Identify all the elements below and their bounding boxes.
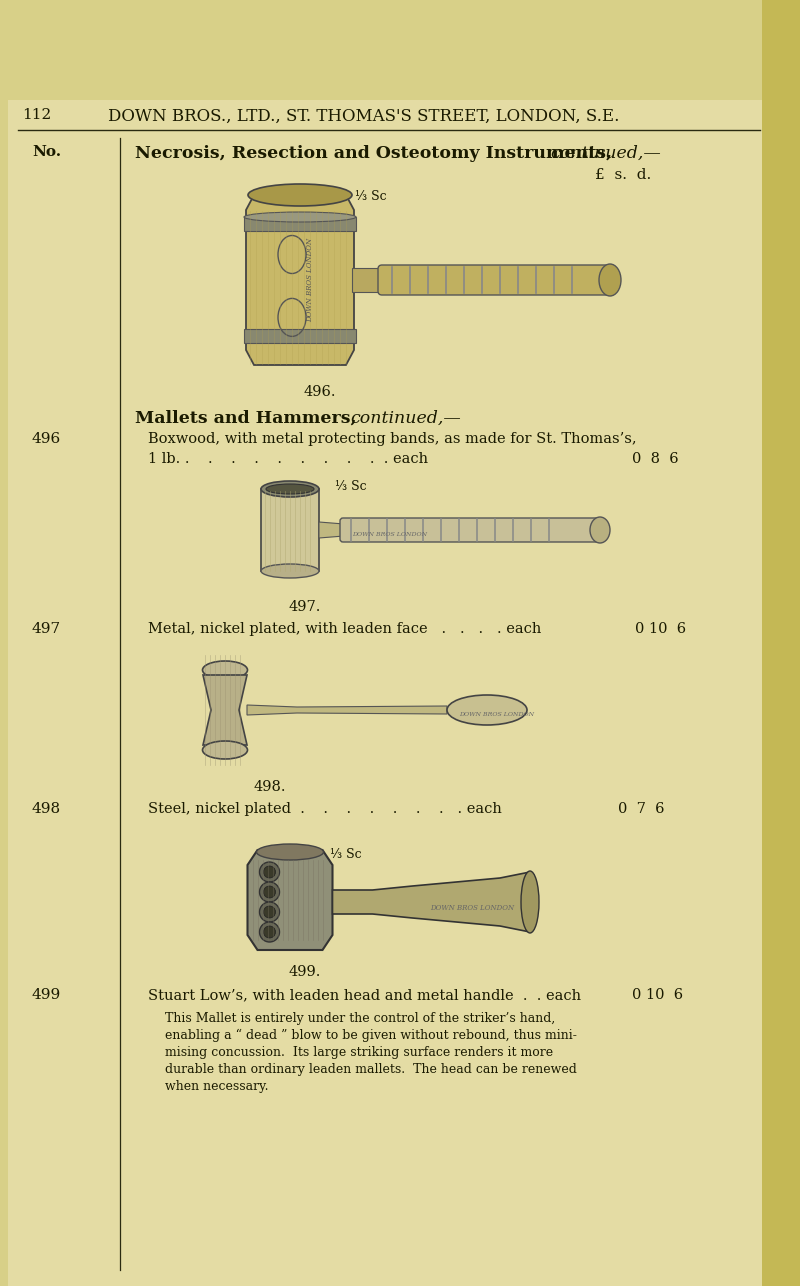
- Circle shape: [259, 862, 279, 882]
- Text: continued,—: continued,—: [350, 410, 461, 427]
- Bar: [0, 0, 800, 100]
- Text: 496.: 496.: [304, 385, 336, 399]
- Text: ⅓ Sc: ⅓ Sc: [335, 480, 366, 493]
- Text: DOWN BROS., LTD., ST. THOMAS'S STREET, LONDON, S.E.: DOWN BROS., LTD., ST. THOMAS'S STREET, L…: [108, 108, 619, 125]
- Text: ⅓ Sc: ⅓ Sc: [355, 190, 386, 203]
- Text: 498.: 498.: [254, 781, 286, 793]
- Text: Boxwood, with metal protecting bands, as made for St. Thomas’s,: Boxwood, with metal protecting bands, as…: [148, 432, 637, 446]
- Text: 496: 496: [32, 432, 62, 446]
- Ellipse shape: [599, 264, 621, 296]
- Text: Metal, nickel plated, with leaden face   .   .   .   . each: Metal, nickel plated, with leaden face .…: [148, 622, 542, 637]
- Text: 497.: 497.: [289, 601, 321, 613]
- Text: Necrosis, Resection and Osteotomy Instruments,: Necrosis, Resection and Osteotomy Instru…: [135, 145, 612, 162]
- Circle shape: [263, 865, 275, 878]
- Bar: [762, 0, 800, 1286]
- Text: No.: No.: [32, 145, 61, 159]
- Circle shape: [263, 886, 275, 898]
- Polygon shape: [319, 522, 344, 538]
- Circle shape: [259, 901, 279, 922]
- Text: 499: 499: [32, 988, 62, 1002]
- Text: ⅓ Sc: ⅓ Sc: [330, 847, 362, 862]
- Polygon shape: [247, 850, 333, 950]
- Text: 497: 497: [32, 622, 61, 637]
- Polygon shape: [246, 195, 354, 365]
- FancyBboxPatch shape: [378, 265, 614, 294]
- Text: 1 lb. .    .    .    .    .    .    .    .    .  . each: 1 lb. . . . . . . . . . . each: [148, 451, 428, 466]
- Ellipse shape: [202, 741, 247, 759]
- Ellipse shape: [261, 565, 319, 577]
- Ellipse shape: [244, 212, 356, 222]
- FancyBboxPatch shape: [340, 518, 603, 541]
- Text: DOWN BROS LONDON: DOWN BROS LONDON: [306, 238, 314, 322]
- Bar: [244, 217, 356, 231]
- Ellipse shape: [248, 184, 352, 206]
- Text: 0  7  6: 0 7 6: [618, 802, 665, 817]
- Text: durable than ordinary leaden mallets.  The head can be renewed: durable than ordinary leaden mallets. Th…: [165, 1064, 577, 1076]
- Ellipse shape: [257, 844, 323, 860]
- Polygon shape: [247, 705, 447, 715]
- Circle shape: [263, 926, 275, 937]
- Bar: [261, 489, 319, 571]
- Circle shape: [259, 922, 279, 943]
- Circle shape: [263, 907, 275, 918]
- Ellipse shape: [590, 517, 610, 543]
- Bar: [244, 329, 356, 343]
- Text: continued,—: continued,—: [550, 145, 661, 162]
- Text: 112: 112: [22, 108, 51, 122]
- Ellipse shape: [447, 694, 527, 725]
- Text: 0  8  6: 0 8 6: [632, 451, 678, 466]
- Text: when necessary.: when necessary.: [165, 1080, 269, 1093]
- Bar: [0, 0, 8, 1286]
- Text: Mallets and Hammers,: Mallets and Hammers,: [135, 410, 357, 427]
- Text: 499.: 499.: [289, 964, 321, 979]
- Text: 0 10  6: 0 10 6: [632, 988, 683, 1002]
- Text: Steel, nickel plated  .    .    .    .    .    .    .   . each: Steel, nickel plated . . . . . . . . eac…: [148, 802, 502, 817]
- Circle shape: [259, 882, 279, 901]
- Polygon shape: [333, 872, 530, 932]
- Ellipse shape: [261, 481, 319, 496]
- Text: enabling a “ dead ” blow to be given without rebound, thus mini-: enabling a “ dead ” blow to be given wit…: [165, 1029, 577, 1042]
- Polygon shape: [203, 675, 247, 745]
- Text: mising concussion.  Its large striking surface renders it more: mising concussion. Its large striking su…: [165, 1046, 553, 1058]
- Ellipse shape: [266, 484, 314, 494]
- Bar: [352, 267, 384, 292]
- Text: Stuart Low’s, with leaden head and metal handle  .  . each: Stuart Low’s, with leaden head and metal…: [148, 988, 581, 1002]
- Text: 498: 498: [32, 802, 61, 817]
- Text: 0 10  6: 0 10 6: [635, 622, 686, 637]
- Text: DOWN BROS LONDON: DOWN BROS LONDON: [353, 531, 427, 536]
- Text: DOWN BROS LONDON: DOWN BROS LONDON: [459, 711, 534, 716]
- Text: DOWN BROS LONDON: DOWN BROS LONDON: [430, 904, 514, 912]
- Ellipse shape: [202, 661, 247, 679]
- Text: This Mallet is entirely under the control of the striker’s hand,: This Mallet is entirely under the contro…: [165, 1012, 555, 1025]
- Ellipse shape: [521, 871, 539, 934]
- Text: £  s.  d.: £ s. d.: [595, 168, 651, 183]
